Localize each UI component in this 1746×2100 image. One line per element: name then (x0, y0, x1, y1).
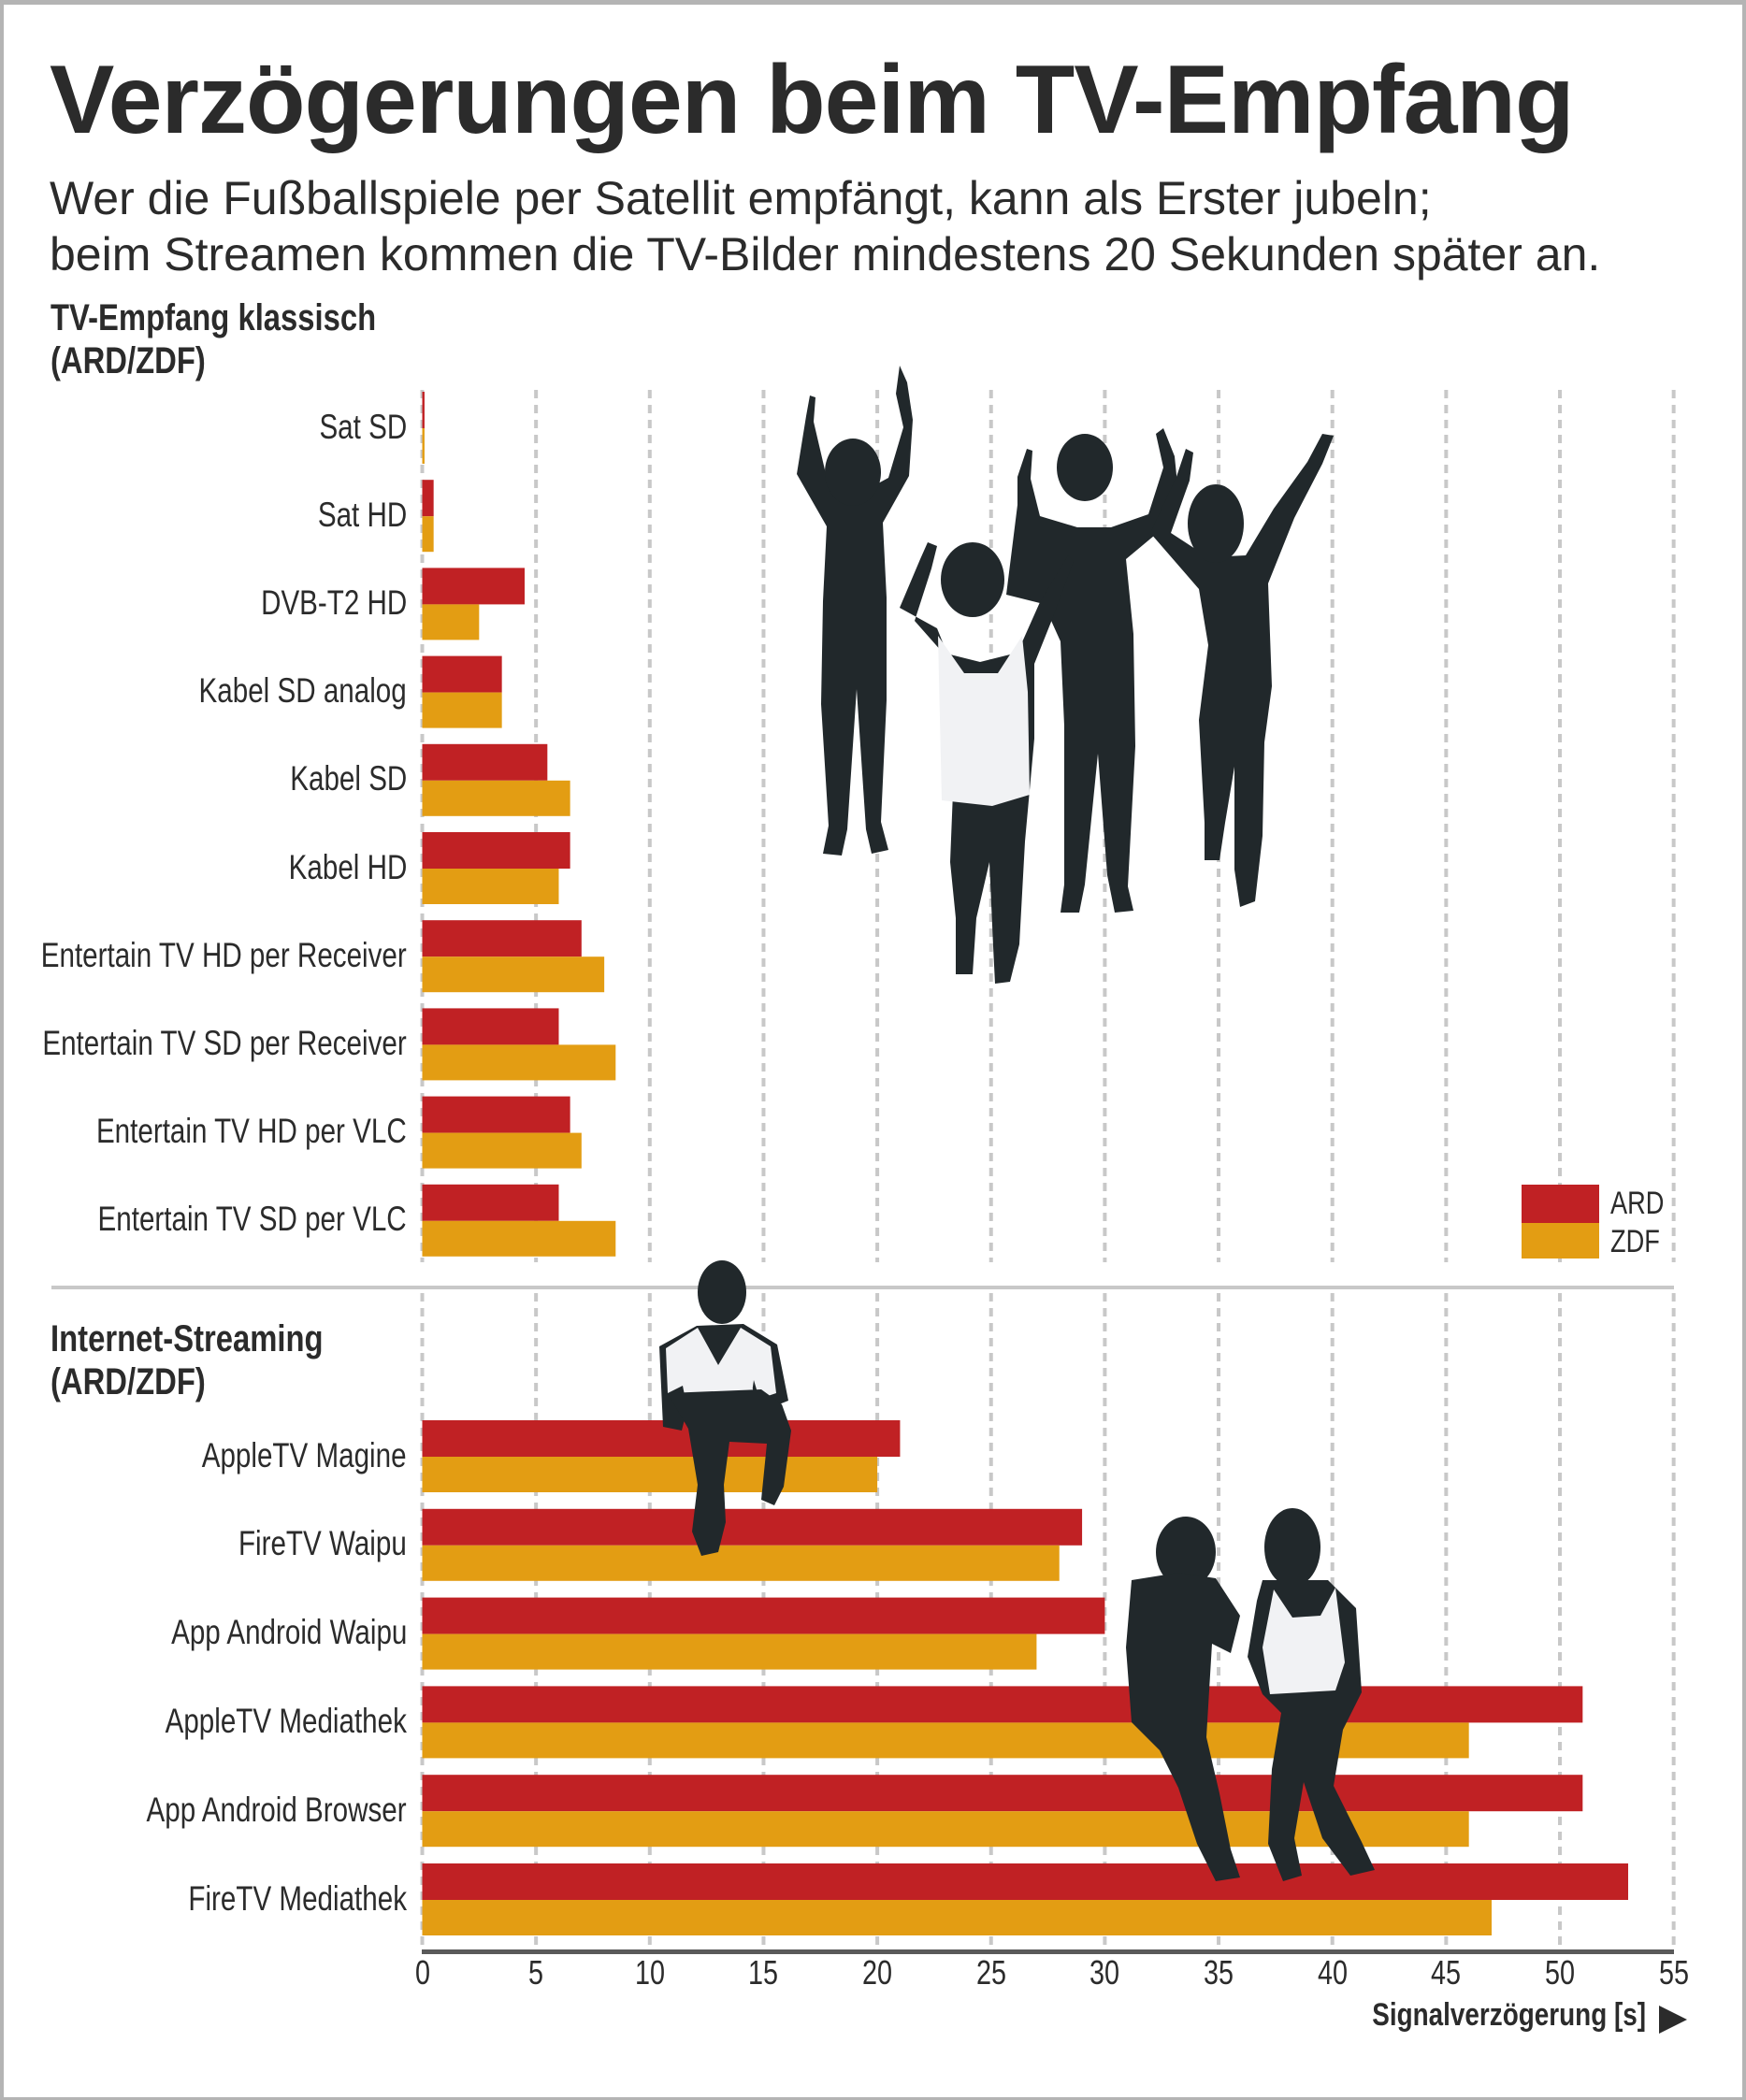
bars (422, 392, 1628, 1935)
x-axis-title: Signalverzögerung [s] (1372, 1997, 1646, 2033)
x-tick-label: 0 (414, 1953, 430, 1992)
shirt-shape (938, 636, 1030, 806)
bar-zdf-sat-hd (422, 516, 434, 553)
section-subtitle-classic: (ARD/ZDF) (51, 340, 206, 381)
bar-ard-app-android-browser (422, 1775, 1583, 1812)
category-label: Kabel HD (288, 847, 407, 886)
x-tick-label: 35 (1204, 1953, 1234, 1992)
category-label: DVB-T2 HD (260, 583, 407, 622)
category-label: FireTV Waipu (238, 1524, 407, 1563)
silhouettes-sitting (659, 1260, 1375, 1881)
section-title-streaming: Internet-Streaming (51, 1318, 324, 1359)
bar-zdf-entertain-tv-hd-per-vlc (422, 1132, 582, 1169)
x-tick-label: 45 (1431, 1953, 1462, 1992)
silhouettes-cheering (797, 366, 1334, 984)
x-tick-label: 10 (634, 1953, 665, 1992)
legend-label-zdf: ZDF (1610, 1224, 1660, 1259)
bar-ard-entertain-tv-sd-per-vlc (422, 1184, 559, 1221)
bar-ard-entertain-tv-sd-per-receiver (422, 1008, 559, 1045)
bar-zdf-dvb-t2-hd (422, 604, 480, 640)
category-label: Sat HD (317, 495, 407, 534)
legend-label-ard: ARD (1610, 1186, 1665, 1221)
x-tick-label: 50 (1544, 1953, 1576, 1992)
category-label: Kabel SD analog (198, 671, 407, 711)
category-label: Entertain TV SD per Receiver (42, 1023, 407, 1062)
bar-zdf-firetv-waipu (422, 1545, 1060, 1581)
section-separator (51, 1286, 1674, 1289)
bar-ard-app-android-waipu (422, 1597, 1105, 1634)
subtitle-line-2: beim Streamen kommen die TV-Bilder minde… (50, 228, 1601, 280)
category-label: Entertain TV SD per VLC (97, 1200, 407, 1239)
bar-ard-firetv-mediathek (422, 1863, 1628, 1900)
bar-ard-sat-hd (422, 480, 434, 517)
bar-zdf-kabel-sd-analog (422, 692, 502, 728)
bar-ard-entertain-tv-hd-per-vlc (422, 1096, 570, 1133)
x-tick-label: 40 (1317, 1953, 1348, 1992)
page-title: Verzögerungen beim TV-Empfang (50, 46, 1574, 154)
silhouette-icon (659, 1260, 791, 1556)
x-tick-label: 20 (862, 1953, 893, 1992)
bar-ard-appletv-magine (422, 1420, 901, 1457)
x-tick-label: 5 (528, 1953, 544, 1992)
bar-ard-kabel-sd-analog (422, 655, 502, 693)
x-tick-label: 25 (975, 1953, 1006, 1992)
bar-zdf-kabel-sd (422, 780, 570, 816)
bar-zdf-app-android-waipu (422, 1633, 1037, 1670)
category-label: Sat SD (319, 407, 407, 446)
x-axis-line (422, 1949, 1674, 1954)
bar-ard-appletv-mediathek (422, 1686, 1583, 1723)
category-label: Entertain TV HD per Receiver (41, 935, 407, 974)
bar-zdf-appletv-magine (422, 1457, 878, 1492)
bar-ard-kabel-sd (422, 743, 548, 781)
bar-zdf-sat-sd (422, 428, 425, 464)
bar-zdf-entertain-tv-sd-per-receiver (422, 1044, 616, 1081)
category-label: Entertain TV HD per VLC (96, 1112, 407, 1151)
category-label: Kabel SD (289, 759, 407, 798)
bar-zdf-app-android-browser (422, 1811, 1469, 1848)
x-tick-label: 30 (1089, 1953, 1120, 1992)
bar-ard-firetv-waipu (422, 1508, 1083, 1546)
bar-zdf-firetv-mediathek (422, 1900, 1493, 1935)
subtitle-line-1: Wer die Fußballspiele per Satellit empfä… (50, 172, 1432, 224)
bar-ard-dvb-t2-hd (422, 568, 525, 605)
legend-swatch-ard (1522, 1185, 1599, 1223)
arrow-right-icon (1659, 2006, 1687, 2034)
x-tick-label: 15 (748, 1953, 779, 1992)
bar-ard-sat-sd (422, 392, 425, 428)
bar-ard-kabel-hd (422, 832, 570, 869)
section-subtitle-streaming: (ARD/ZDF) (51, 1361, 206, 1402)
category-label: FireTV Mediathek (188, 1878, 407, 1918)
bar-zdf-entertain-tv-sd-per-vlc (422, 1220, 616, 1257)
bar-zdf-kabel-hd (422, 869, 559, 904)
category-label: App Android Waipu (170, 1613, 407, 1652)
bar-ard-entertain-tv-hd-per-receiver (422, 920, 582, 957)
legend (1522, 1185, 1599, 1259)
shirt-shape (1263, 1588, 1345, 1694)
category-label: AppleTV Mediathek (165, 1701, 407, 1740)
category-label: App Android Browser (146, 1790, 407, 1829)
category-label: AppleTV Magine (202, 1435, 407, 1474)
bar-zdf-entertain-tv-hd-per-receiver (422, 957, 605, 993)
x-tick-label: 55 (1658, 1953, 1689, 1992)
section-title-classic: TV-Empfang klassisch (51, 297, 377, 338)
legend-swatch-zdf (1522, 1223, 1599, 1259)
